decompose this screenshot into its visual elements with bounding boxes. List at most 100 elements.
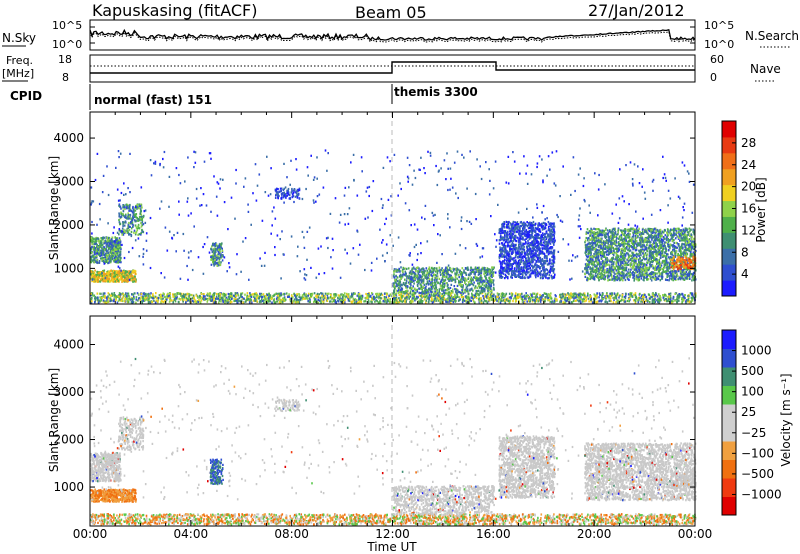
heatmap-cell: [121, 233, 123, 236]
heatmap-cell: [475, 242, 478, 246]
heatmap-cell: [131, 301, 134, 304]
heatmap-cell: [212, 262, 215, 265]
heatmap-cell: [579, 295, 581, 298]
heatmap-cell: [117, 299, 120, 303]
heatmap-cell: [134, 272, 136, 275]
heatmap-cell: [317, 298, 319, 301]
heatmap-cell: [296, 193, 298, 196]
heatmap-cell: [94, 296, 97, 299]
heatmap-cell: [214, 252, 216, 255]
heatmap-cell: [141, 230, 143, 233]
heatmap-cell: [412, 289, 414, 293]
heatmap-cell: [327, 246, 329, 250]
heatmap-cell: [393, 282, 395, 286]
heatmap-cell: [105, 248, 108, 251]
heatmap-cell: [431, 299, 433, 302]
heatmap-cell: [132, 299, 134, 302]
heatmap-cell: [488, 168, 490, 171]
heatmap-cell: [252, 293, 255, 296]
heatmap-cell: [634, 299, 636, 302]
heatmap-cell: [480, 268, 483, 271]
heatmap-cell: [513, 160, 516, 163]
heatmap-cell: [430, 297, 433, 300]
heatmap-cell: [283, 201, 285, 204]
heatmap-cell: [348, 207, 351, 210]
heatmap-cell: [162, 294, 164, 297]
heatmap-cell: [218, 243, 221, 246]
heatmap-cell: [132, 269, 134, 273]
heatmap-cell: [580, 293, 582, 296]
heatmap-cell: [421, 299, 424, 303]
heatmap-cell: [467, 295, 470, 298]
heatmap-cell: [573, 294, 575, 298]
heatmap-cell: [482, 301, 485, 304]
heatmap-cell: [173, 293, 176, 296]
heatmap-cell: [113, 275, 115, 278]
heatmap-cell: [679, 197, 681, 200]
heatmap-cell: [443, 284, 446, 287]
heatmap-cell: [116, 301, 119, 304]
heatmap-cell: [636, 225, 639, 228]
heatmap-cell: [549, 300, 551, 303]
heatmap-cell: [448, 300, 450, 304]
heatmap-cell: [122, 222, 124, 226]
heatmap-cell: [142, 252, 145, 255]
heatmap-cell: [168, 300, 171, 303]
heatmap-cell: [376, 257, 378, 260]
heatmap-cell: [681, 216, 684, 219]
heatmap-cell: [139, 212, 141, 215]
heatmap-cell: [543, 300, 546, 303]
heatmap-cell: [273, 297, 276, 301]
heatmap-cell: [455, 269, 458, 272]
heatmap-cell: [440, 167, 442, 170]
heatmap-cell: [489, 297, 491, 300]
heatmap-cell: [128, 205, 131, 208]
heatmap-cell: [105, 260, 108, 263]
heatmap-cell: [478, 266, 480, 269]
heatmap-cell: [222, 178, 224, 181]
heatmap-cell: [674, 292, 676, 295]
heatmap-cell: [481, 247, 484, 250]
heatmap-cell: [376, 292, 379, 295]
heatmap-cell: [104, 256, 107, 259]
heatmap-cell: [148, 301, 150, 304]
heatmap-cell: [503, 269, 506, 272]
heatmap-cell: [441, 288, 443, 291]
heatmap-cell: [135, 296, 138, 299]
heatmap-cell: [370, 269, 373, 272]
heatmap-cell: [621, 295, 623, 298]
heatmap-cell: [415, 297, 418, 300]
heatmap-cell: [410, 276, 413, 279]
heatmap-cell: [127, 230, 129, 233]
heatmap-cell: [115, 166, 117, 169]
heatmap-cell: [476, 293, 478, 297]
heatmap-cell: [206, 236, 209, 239]
heatmap-cell: [662, 176, 664, 180]
heatmap-cell: [139, 217, 142, 220]
heatmap-cell: [111, 246, 113, 249]
heatmap-cell: [634, 293, 637, 297]
heatmap-cell: [122, 204, 125, 207]
heatmap-cell: [471, 294, 473, 298]
heatmap-cell: [589, 297, 592, 300]
heatmap-cell: [100, 249, 102, 252]
heatmap-cell: [244, 293, 246, 296]
heatmap-cell: [103, 247, 105, 250]
heatmap-cell: [472, 268, 475, 271]
heatmap-cell: [304, 278, 307, 281]
heatmap-cell: [581, 270, 584, 273]
heatmap-cell: [95, 256, 97, 259]
heatmap-cell: [344, 186, 347, 189]
heatmap-cell: [344, 301, 346, 304]
heatmap-cell: [598, 296, 600, 299]
heatmap-cell: [94, 297, 96, 300]
heatmap-cell: [405, 279, 408, 282]
heatmap-cell: [428, 293, 431, 296]
heatmap-cell: [555, 150, 558, 153]
heatmap-cell: [642, 300, 645, 303]
heatmap-cell: [541, 296, 543, 299]
heatmap-cell: [191, 293, 193, 297]
heatmap-cell: [491, 297, 493, 300]
heatmap-cell: [93, 278, 96, 281]
heatmap-cell: [213, 301, 216, 304]
